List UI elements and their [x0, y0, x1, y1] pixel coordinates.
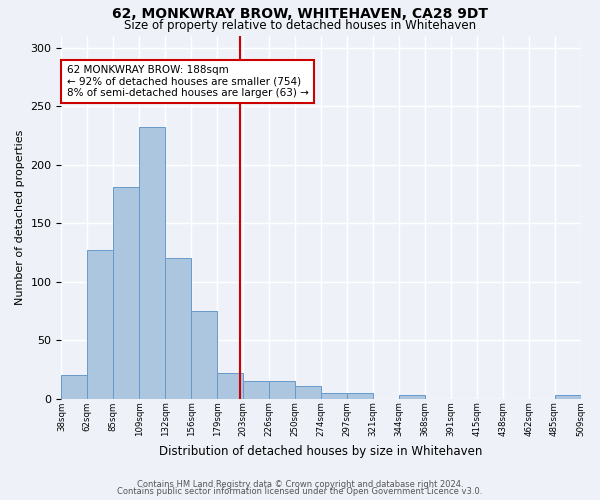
- Text: Contains public sector information licensed under the Open Government Licence v3: Contains public sector information licen…: [118, 487, 482, 496]
- Bar: [269, 381, 295, 398]
- Bar: [61, 375, 88, 398]
- Bar: [217, 373, 243, 398]
- Bar: [88, 250, 113, 398]
- Text: Size of property relative to detached houses in Whitehaven: Size of property relative to detached ho…: [124, 19, 476, 32]
- Bar: [399, 395, 425, 398]
- Text: 62 MONKWRAY BROW: 188sqm
← 92% of detached houses are smaller (754)
8% of semi-d: 62 MONKWRAY BROW: 188sqm ← 92% of detach…: [67, 65, 308, 98]
- Bar: [295, 386, 321, 398]
- Bar: [554, 395, 581, 398]
- Bar: [165, 258, 191, 398]
- Bar: [243, 381, 269, 398]
- Bar: [139, 127, 165, 398]
- X-axis label: Distribution of detached houses by size in Whitehaven: Distribution of detached houses by size …: [159, 444, 482, 458]
- Y-axis label: Number of detached properties: Number of detached properties: [15, 130, 25, 305]
- Text: Contains HM Land Registry data © Crown copyright and database right 2024.: Contains HM Land Registry data © Crown c…: [137, 480, 463, 489]
- Bar: [347, 392, 373, 398]
- Bar: [113, 187, 139, 398]
- Text: 62, MONKWRAY BROW, WHITEHAVEN, CA28 9DT: 62, MONKWRAY BROW, WHITEHAVEN, CA28 9DT: [112, 8, 488, 22]
- Bar: [321, 392, 347, 398]
- Bar: [191, 311, 217, 398]
